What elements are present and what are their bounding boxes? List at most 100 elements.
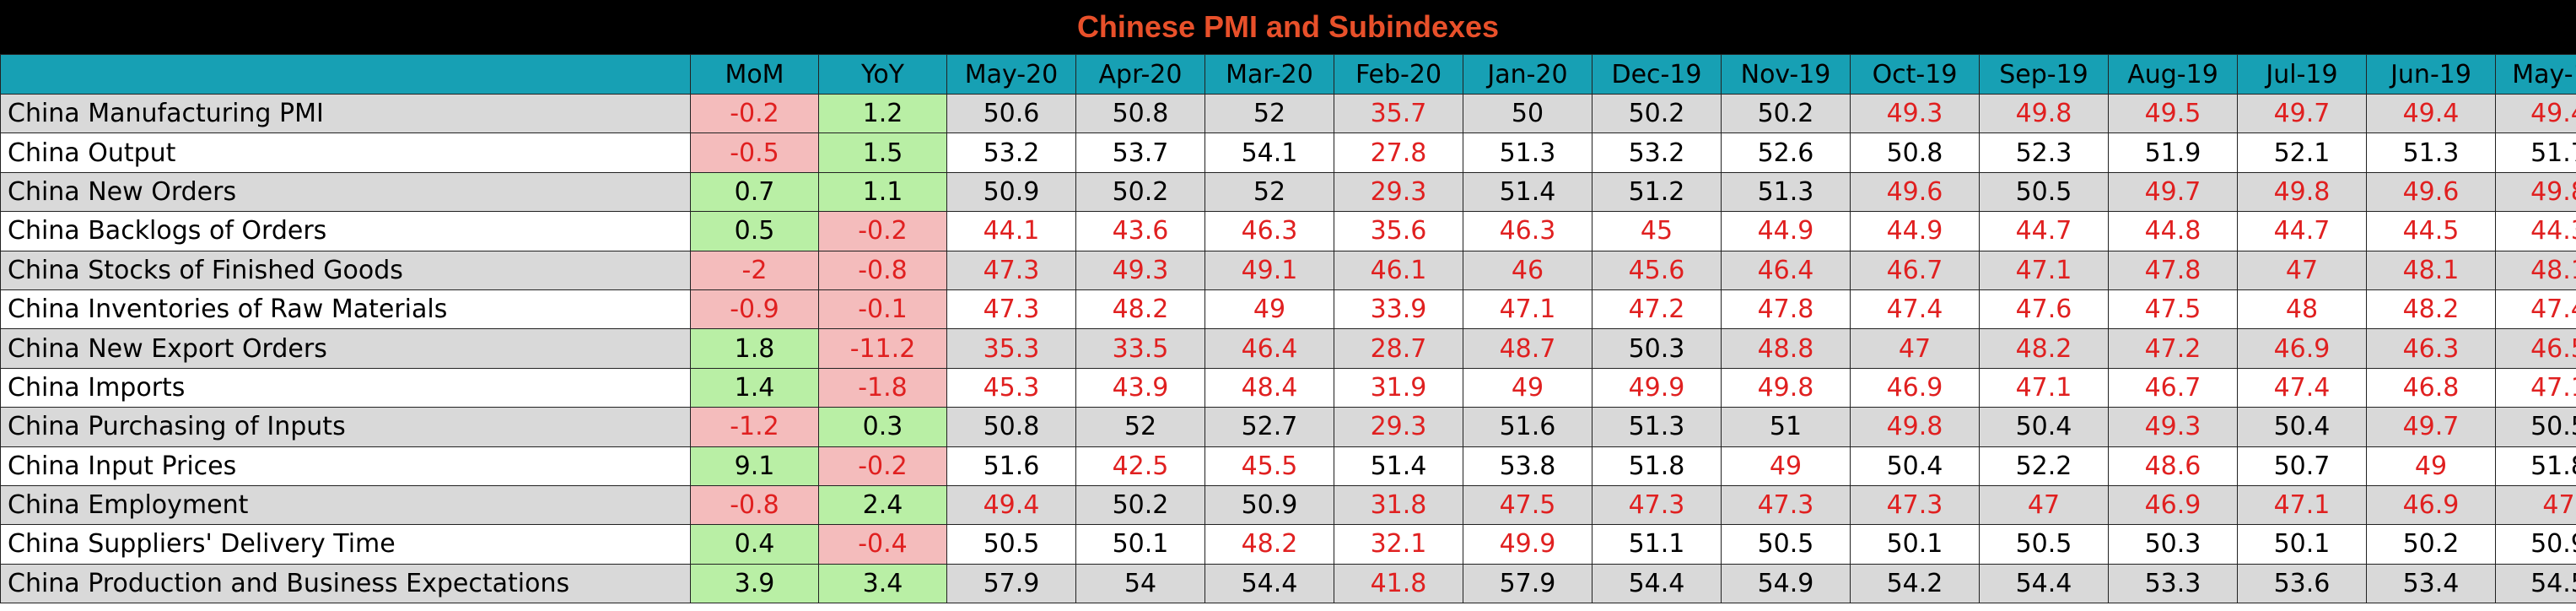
- row-label: China Inventories of Raw Materials: [0, 289, 691, 330]
- mom-change-cell: -2: [690, 250, 819, 290]
- value-cell: 49.5: [2108, 93, 2238, 134]
- value-cell: 49.8: [1721, 367, 1851, 408]
- value-cell: 47.6: [1979, 289, 2109, 330]
- value-cell: 49.4: [2366, 93, 2496, 134]
- value-cell: 53.7: [1075, 132, 1205, 173]
- value-cell: 48.1: [2366, 250, 2496, 290]
- value-cell: 46.4: [1204, 328, 1334, 369]
- value-cell: 50.9: [1204, 484, 1334, 526]
- mom-change-cell: -0.9: [690, 289, 819, 330]
- value-cell: 29.3: [1334, 171, 1463, 213]
- value-cell: 46.7: [1850, 250, 1980, 290]
- value-cell: 44.7: [2237, 211, 2367, 251]
- value-cell: 49.3: [1850, 93, 1980, 134]
- value-cell: 47.3: [946, 250, 1076, 290]
- value-cell: 49: [1463, 367, 1592, 408]
- value-cell: 45.5: [1204, 446, 1334, 486]
- header-cell: YoY: [818, 54, 947, 95]
- value-cell: 51.6: [1463, 407, 1592, 447]
- value-cell: 47.1: [1979, 250, 2109, 290]
- value-cell: 54.5: [2495, 563, 2576, 604]
- table-row: China Output -0.5 1.5 53.2 53.7 54.1 27.8 51.3 5…: [0, 132, 2576, 173]
- value-cell: 51.4: [1463, 171, 1592, 213]
- yoy-change-cell: 1.2: [818, 93, 947, 134]
- mom-change-cell: -0.5: [690, 132, 819, 173]
- value-cell: 52.2: [1979, 446, 2109, 486]
- value-cell: 49: [2366, 446, 2496, 486]
- value-cell: 47: [1979, 484, 2109, 526]
- table-row: China Backlogs of Orders 0.5 -0.2 44.1 43.6 4…: [0, 211, 2576, 251]
- value-cell: 47.8: [1721, 289, 1851, 330]
- mom-change-cell: 3.9: [690, 563, 819, 604]
- value-cell: 47.5: [1463, 484, 1592, 526]
- value-cell: 45.3: [946, 367, 1076, 408]
- yoy-change-cell: -1.8: [818, 367, 947, 408]
- value-cell: 50.2: [1075, 171, 1205, 213]
- header-cell: Sep-19: [1979, 54, 2109, 95]
- value-cell: 54.4: [1592, 563, 1722, 604]
- header-cell: MoM: [690, 54, 819, 95]
- value-cell: 46: [1463, 250, 1592, 290]
- value-cell: 47.4: [2495, 289, 2576, 330]
- header-cell: Feb-20: [1334, 54, 1463, 95]
- value-cell: 54.9: [1721, 563, 1851, 604]
- value-cell: 54.4: [1204, 563, 1334, 604]
- value-cell: 44.9: [1721, 211, 1851, 251]
- value-cell: 47.2: [2108, 328, 2238, 369]
- value-cell: 46.9: [2366, 484, 2496, 526]
- value-cell: 51: [1721, 407, 1851, 447]
- value-cell: 49.9: [1592, 367, 1722, 408]
- value-cell: 48.4: [1204, 367, 1334, 408]
- value-cell: 48.1: [2495, 250, 2576, 290]
- value-cell: 49: [1204, 289, 1334, 330]
- value-cell: 50.8: [1075, 93, 1205, 134]
- header-cell-metric: [0, 54, 691, 95]
- yoy-change-cell: -0.2: [818, 211, 947, 251]
- value-cell: 50.1: [1075, 524, 1205, 565]
- value-cell: 43.9: [1075, 367, 1205, 408]
- value-cell: 49.7: [2366, 407, 2496, 447]
- mom-change-cell: 0.7: [690, 171, 819, 213]
- value-cell: 45: [1592, 211, 1722, 251]
- value-cell: 49.6: [1850, 171, 1980, 213]
- table-row: China Production and Business Expectatio…: [0, 563, 2576, 604]
- mom-change-cell: 1.4: [690, 367, 819, 408]
- value-cell: 47.4: [2237, 367, 2367, 408]
- table-row: China Manufacturing PMI -0.2 1.2 50.6 50.8 52…: [0, 93, 2576, 134]
- value-cell: 46.1: [1334, 250, 1463, 290]
- value-cell: 57.9: [946, 563, 1076, 604]
- mom-change-cell: -1.2: [690, 407, 819, 447]
- value-cell: 48.7: [1463, 328, 1592, 369]
- header-cell: Apr-20: [1075, 54, 1205, 95]
- value-cell: 42.5: [1075, 446, 1205, 486]
- value-cell: 50.3: [1592, 328, 1722, 369]
- pmi-table: MoM YoY May-20 Apr-20 Mar-20 Feb-20 Jan-20 Dec-…: [0, 54, 2576, 604]
- value-cell: 52.1: [2237, 132, 2367, 173]
- yoy-change-cell: 3.4: [818, 563, 947, 604]
- row-label: China Input Prices: [0, 446, 691, 486]
- value-cell: 46.3: [2366, 328, 2496, 369]
- row-label: China Stocks of Finished Goods: [0, 250, 691, 290]
- row-label: China Output: [0, 132, 691, 173]
- value-cell: 49.8: [1850, 407, 1980, 447]
- value-cell: 44.8: [2108, 211, 2238, 251]
- value-cell: 50.1: [2237, 524, 2367, 565]
- mom-change-cell: -0.2: [690, 93, 819, 134]
- value-cell: 31.8: [1334, 484, 1463, 526]
- header-cell: Oct-19: [1850, 54, 1980, 95]
- value-cell: 51.4: [1334, 446, 1463, 486]
- value-cell: 50.3: [2108, 524, 2238, 565]
- yoy-change-cell: -11.2: [818, 328, 947, 369]
- value-cell: 47.8: [2108, 250, 2238, 290]
- value-cell: 52: [1075, 407, 1205, 447]
- value-cell: 50: [1463, 93, 1592, 134]
- value-cell: 48.2: [2366, 289, 2496, 330]
- value-cell: 49.1: [1204, 250, 1334, 290]
- value-cell: 52.3: [1979, 132, 2109, 173]
- value-cell: 33.9: [1334, 289, 1463, 330]
- value-cell: 50.2: [2366, 524, 2496, 565]
- value-cell: 51.9: [2108, 132, 2238, 173]
- value-cell: 31.9: [1334, 367, 1463, 408]
- value-cell: 53.2: [946, 132, 1076, 173]
